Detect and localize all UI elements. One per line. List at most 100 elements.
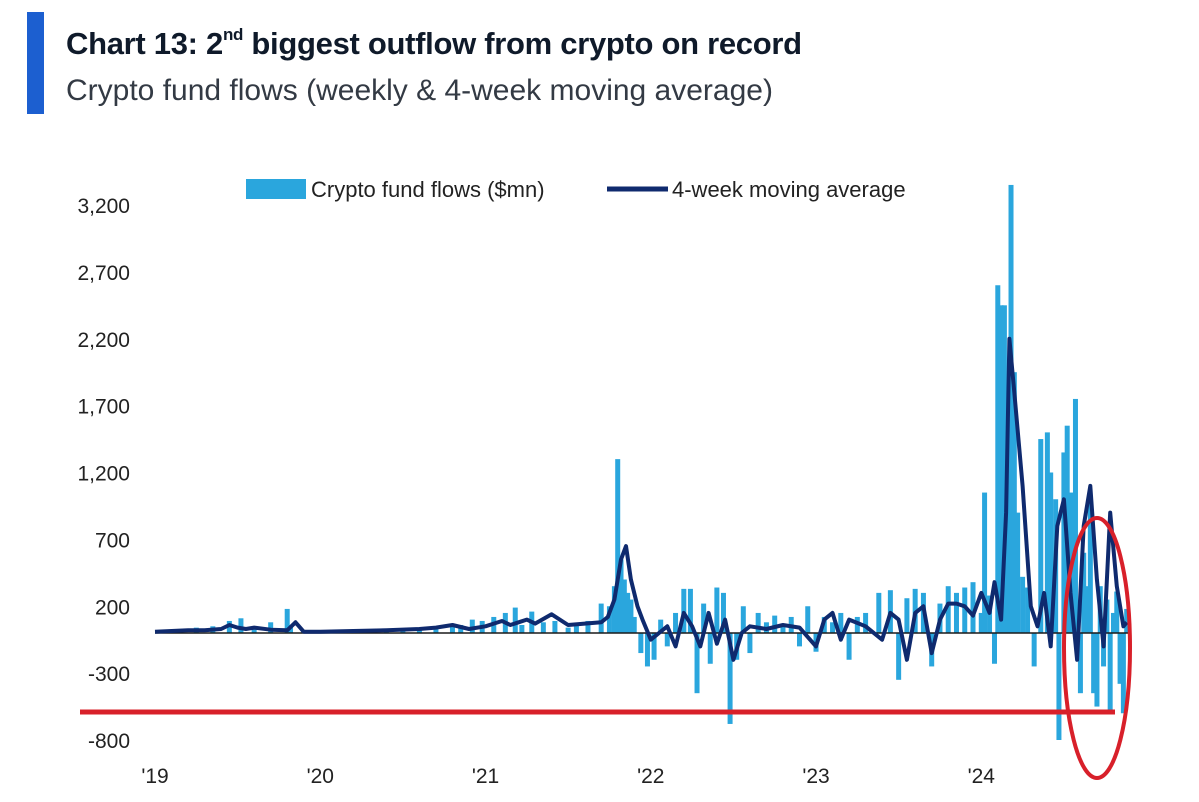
flow-bar: [805, 606, 811, 633]
x-tick-label: '19: [141, 765, 168, 788]
y-tick-label: -300: [88, 663, 130, 686]
flow-bar: [631, 616, 637, 633]
flow-bar: [238, 618, 244, 633]
flow-bar: [598, 603, 604, 633]
flow-bar: [540, 622, 546, 633]
y-tick-label: 1,200: [77, 463, 130, 486]
flow-bar: [863, 612, 869, 633]
flow-bar: [651, 633, 657, 660]
flow-bar: [962, 587, 968, 633]
flow-bar: [846, 633, 852, 660]
flow-bar: [970, 582, 976, 633]
flow-bar: [615, 459, 621, 633]
flow-bar: [991, 633, 997, 664]
flow-bar: [1072, 398, 1078, 633]
flow-bar: [1077, 633, 1083, 694]
flow-bar: [565, 627, 571, 633]
flow-bar: [1044, 432, 1050, 633]
flow-bar: [1124, 608, 1130, 633]
flow-bar: [416, 629, 422, 633]
bars-layer: [160, 184, 1130, 740]
flow-bar: [707, 633, 713, 664]
annotation-red-ellipse: [1062, 516, 1132, 780]
chart-title: Chart 13: 2nd biggest outflow from crypt…: [66, 24, 802, 61]
flow-bar: [625, 592, 631, 633]
flow-bar: [1110, 612, 1116, 633]
flow-bar: [838, 612, 844, 633]
flow-bar: [740, 606, 746, 633]
y-tick-label: 200: [95, 596, 130, 619]
flow-bar: [998, 305, 1004, 633]
flow-bar: [628, 599, 634, 633]
flow-bar: [1061, 452, 1067, 633]
flow-bar: [830, 622, 836, 633]
x-tick-label: '23: [802, 765, 829, 788]
flow-bar: [1038, 439, 1044, 633]
chart-subtitle: Crypto fund flows (weekly & 4-week movin…: [66, 74, 773, 107]
flow-bar: [1015, 512, 1021, 633]
flow-bar: [1008, 184, 1014, 633]
flow-bar: [1001, 305, 1007, 633]
flow-bar: [1120, 633, 1126, 714]
y-axis-ticks: 3,200 2,700 2,200 1,700 1,200 700 200 -300 -800: [77, 195, 130, 753]
flow-bar: [573, 624, 579, 633]
legend: Crypto fund flows ($mn) 4-week moving av…: [246, 177, 906, 202]
flow-bar: [982, 492, 988, 633]
flow-bar: [701, 603, 707, 633]
flow-bar: [251, 627, 257, 633]
flow-bar: [611, 586, 617, 633]
flow-bar: [995, 285, 1001, 633]
flow-bar: [621, 579, 627, 633]
flow-bar: [1031, 633, 1037, 667]
flow-bar: [512, 607, 518, 633]
title-accent-bar: [27, 12, 44, 114]
x-tick-label: '22: [637, 765, 664, 788]
flow-bar: [1020, 576, 1026, 633]
flow-bar: [1081, 552, 1087, 633]
flow-bar: [449, 623, 455, 633]
flow-bar: [644, 633, 650, 667]
y-tick-label: 2,200: [77, 329, 130, 352]
flow-bar: [1101, 633, 1107, 667]
x-tick-label: '21: [472, 765, 499, 788]
flow-bar: [1094, 633, 1100, 707]
flow-bar: [714, 587, 720, 633]
x-axis-ticks: '19 '20 '21 '22 '23 '24: [141, 765, 995, 788]
flow-bar: [953, 592, 959, 633]
flow-bar: [796, 633, 802, 647]
flow-bar: [1048, 472, 1054, 633]
flow-bar: [1114, 591, 1120, 633]
flow-bar: [780, 624, 786, 633]
flow-bar: [1005, 432, 1011, 633]
flow-bar: [606, 606, 612, 633]
flow-bar: [658, 619, 664, 633]
legend-bars-swatch: [246, 179, 306, 199]
flow-bar: [618, 559, 624, 633]
flow-bar: [433, 627, 439, 633]
y-tick-label: 2,700: [77, 262, 130, 285]
flow-bar: [1117, 633, 1123, 684]
flow-bar: [1056, 633, 1062, 740]
y-tick-label: 3,200: [77, 195, 130, 218]
y-tick-label: 700: [95, 529, 130, 552]
x-tick-label: '24: [968, 765, 996, 788]
flow-bar: [268, 622, 274, 633]
flow-bar: [755, 612, 761, 633]
flow-bar: [1107, 633, 1113, 714]
legend-moving-average-label: 4-week moving average: [672, 177, 906, 202]
flow-bar: [904, 598, 910, 633]
flow-bar: [945, 586, 951, 633]
flow-bar: [469, 619, 475, 633]
flow-bar: [664, 633, 670, 647]
flow-bar: [673, 612, 679, 633]
flow-bar: [552, 620, 558, 633]
flow-bar: [687, 588, 693, 633]
flow-bar: [1087, 499, 1093, 633]
flow-bar: [284, 608, 290, 633]
flow-bar: [772, 615, 778, 633]
flow-bar: [876, 592, 882, 633]
x-tick-label: '20: [307, 765, 334, 788]
moving-average-line: [154, 336, 1129, 662]
flow-bar: [519, 624, 525, 633]
